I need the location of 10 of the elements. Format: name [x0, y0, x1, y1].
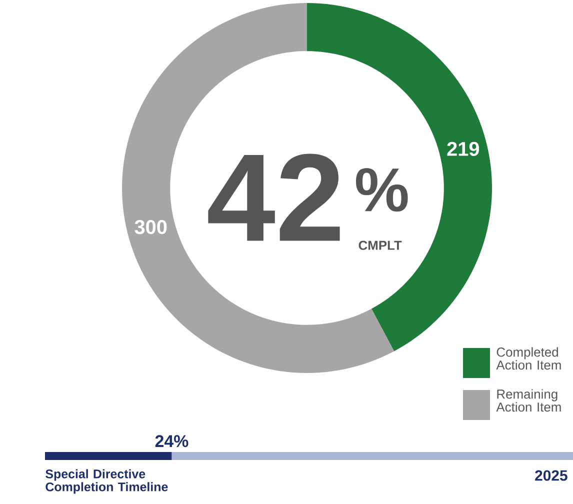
legend-label: Completed Action Item — [496, 347, 561, 370]
text: CMPLT — [358, 240, 402, 250]
text: Special Directive Completion Timeline — [46, 469, 168, 494]
data-label: 24% — [155, 435, 188, 448]
data-label: 300 — [134, 220, 167, 234]
data-label: 219 — [447, 142, 480, 156]
text: 2025 — [535, 470, 568, 481]
legend-label: Remaining Action Item — [496, 389, 561, 412]
text: 42 — [208, 154, 340, 241]
text: % — [356, 168, 408, 212]
